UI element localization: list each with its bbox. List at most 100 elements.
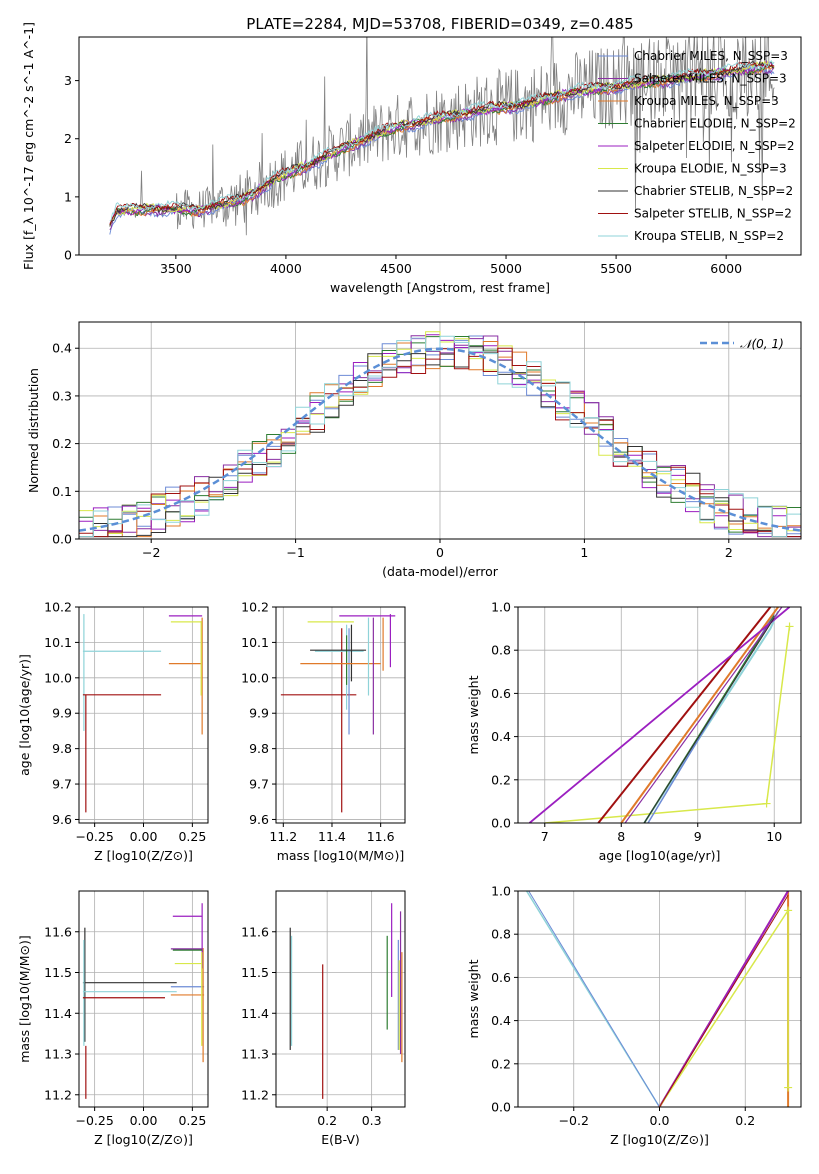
y-tick-label: 0.2 bbox=[491, 772, 511, 787]
mass-weight-line-4 bbox=[528, 607, 791, 823]
axes-frame bbox=[275, 606, 406, 824]
y-tick-label: 10.0 bbox=[44, 670, 72, 685]
y-tick-label: 0.0 bbox=[491, 816, 511, 831]
panel-age-vs-Z: −0.25 0.00 0.25 9.6 9.7 9.8 9.9 10.0 10.1 10.2 Z [… bbox=[17, 600, 209, 863]
y-tick-label: 0.6 bbox=[491, 686, 511, 701]
y-tick-label: 11.5 bbox=[241, 965, 269, 980]
y-tick-label: 0.4 bbox=[52, 341, 72, 356]
y-tick-label: 9.9 bbox=[249, 706, 269, 721]
y-tick-label: 11.3 bbox=[241, 1047, 269, 1062]
x-tick-label: −2 bbox=[142, 545, 160, 560]
x-tick-label: 0.2 bbox=[317, 1113, 337, 1128]
y-tick-label: 0.8 bbox=[491, 927, 511, 942]
x-axis-label: (data-model)/error bbox=[382, 564, 499, 579]
x-axis-label: Z [log10(Z/Z⊙)] bbox=[94, 848, 193, 863]
plus-marker bbox=[785, 622, 794, 631]
mass-weight-line-0 bbox=[528, 891, 660, 1107]
y-axis-label: mass weight bbox=[466, 959, 481, 1038]
mass-weight-line-1 bbox=[624, 607, 783, 823]
x-tick-label: 11.6 bbox=[367, 829, 395, 844]
legend-label: Kroupa MILES, N_SSP=3 bbox=[634, 94, 779, 108]
axes-frame bbox=[78, 606, 209, 824]
y-tick-label: 0.0 bbox=[491, 1100, 511, 1115]
y-tick-label: 11.4 bbox=[44, 1006, 72, 1021]
legend-label: Chabrier MILES, N_SSP=3 bbox=[634, 49, 788, 63]
y-tick-label: 0 bbox=[64, 248, 72, 263]
x-tick-label: 8 bbox=[617, 829, 625, 844]
plot-area-spectrum bbox=[109, 37, 775, 236]
model-spectrum-7 bbox=[109, 60, 775, 225]
y-tick-label: 9.7 bbox=[52, 777, 72, 792]
y-tick-label: 11.2 bbox=[241, 1087, 269, 1102]
y-tick-label: 0.6 bbox=[491, 970, 511, 985]
y-tick-label: 11.5 bbox=[44, 965, 72, 980]
y-tick-label: 9.6 bbox=[52, 812, 72, 827]
mass-weight-line-7 bbox=[597, 607, 772, 823]
axes-frame bbox=[517, 606, 802, 824]
legend-label: Chabrier ELODIE, N_SSP=2 bbox=[634, 117, 796, 131]
y-tick-label: 0.0 bbox=[52, 532, 72, 547]
x-tick-label: 5000 bbox=[490, 261, 522, 276]
x-tick-label: 5500 bbox=[600, 261, 632, 276]
y-tick-label: 0.8 bbox=[491, 643, 511, 658]
panel-age-vs-mass: 11.2 11.4 11.6 9.6 9.7 9.8 9.9 10.0 10.1 10.2 mass… bbox=[241, 600, 406, 863]
mass-weight-line-6 bbox=[643, 617, 775, 823]
x-tick-label: 0.00 bbox=[130, 1113, 158, 1128]
x-tick-label: −0.25 bbox=[75, 1113, 113, 1128]
y-tick-label: 9.8 bbox=[52, 741, 72, 756]
plus-marker bbox=[784, 906, 793, 915]
legend-label: Salpeter STELIB, N_SSP=2 bbox=[634, 207, 792, 221]
y-tick-label: 0.4 bbox=[491, 1013, 511, 1028]
y-tick-label: 11.6 bbox=[241, 924, 269, 939]
y-tick-label: 1.0 bbox=[491, 884, 511, 899]
chart-layer: 3500 4000 4500 5000 5500 6000 0 1 2 3 wavelength [… bbox=[17, 22, 802, 1147]
y-tick-label: 3 bbox=[64, 73, 72, 88]
histogram-8 bbox=[79, 335, 801, 538]
x-axis-label: Z [log10(Z/Z⊙)] bbox=[94, 1132, 193, 1147]
x-tick-label: 4500 bbox=[380, 261, 412, 276]
plot-area-age-vs-mass bbox=[280, 614, 396, 813]
x-tick-label: 11.2 bbox=[269, 829, 297, 844]
x-axis-label: age [log10(age/yr)] bbox=[599, 848, 721, 863]
y-axis-label: age [log10(age/yr)] bbox=[17, 654, 32, 776]
legend-label: Chabrier STELIB, N_SSP=2 bbox=[634, 184, 793, 198]
x-tick-label: 6000 bbox=[710, 261, 742, 276]
x-tick-label: 0.00 bbox=[130, 829, 158, 844]
model-spectrum-5 bbox=[109, 60, 775, 227]
y-tick-label: 9.6 bbox=[249, 812, 269, 827]
y-tick-label: 11.2 bbox=[44, 1087, 72, 1102]
y-axis-label: mass [log10(M/M⊙)] bbox=[17, 935, 32, 1063]
legend-label: Salpeter MILES, N_SSP=3 bbox=[634, 72, 787, 86]
y-tick-label: 2 bbox=[64, 131, 72, 146]
histogram-7 bbox=[79, 347, 801, 538]
x-tick-label: −0.2 bbox=[559, 1113, 589, 1128]
y-tick-label: 0.2 bbox=[491, 1056, 511, 1071]
legend-label: Kroupa STELIB, N_SSP=2 bbox=[634, 229, 784, 243]
y-tick-label: 9.7 bbox=[249, 777, 269, 792]
x-tick-label: 7 bbox=[541, 829, 549, 844]
legend-label: 𝒩(0, 1) bbox=[740, 337, 784, 351]
y-tick-label: 10.0 bbox=[241, 670, 269, 685]
axes-frame bbox=[275, 890, 406, 1108]
x-tick-label: 0 bbox=[436, 545, 444, 560]
x-tick-label: −0.25 bbox=[75, 829, 113, 844]
legend-label: Salpeter ELODIE, N_SSP=2 bbox=[634, 139, 795, 153]
y-tick-label: 10.1 bbox=[241, 635, 269, 650]
plot-area-mass-vs-EBV bbox=[289, 903, 403, 1099]
mass-weight-line-5 bbox=[658, 907, 789, 1107]
x-tick-label: 4000 bbox=[270, 261, 302, 276]
observed-spectrum bbox=[109, 37, 775, 236]
x-axis-label: Z [log10(Z/Z⊙)] bbox=[610, 1132, 709, 1147]
legend: Chabrier MILES, N_SSP=3 Salpeter MILES, N… bbox=[598, 49, 796, 243]
plot-area-mass-weight-vs-Z bbox=[525, 891, 793, 1107]
x-axis-label: mass [log10(M/M⊙)] bbox=[277, 848, 405, 863]
y-axis-label: Normed distribution bbox=[26, 368, 41, 493]
y-tick-label: 9.9 bbox=[52, 706, 72, 721]
y-axis-label: mass weight bbox=[466, 675, 481, 754]
x-axis-label: E(B-V) bbox=[321, 1132, 360, 1147]
y-tick-label: 11.6 bbox=[44, 924, 72, 939]
panel-mass-vs-Z: −0.25 0.00 0.25 11.2 11.3 11.4 11.5 11.6 Z [log1… bbox=[17, 890, 209, 1147]
x-tick-label: 1 bbox=[580, 545, 588, 560]
plus-marker bbox=[762, 799, 771, 808]
